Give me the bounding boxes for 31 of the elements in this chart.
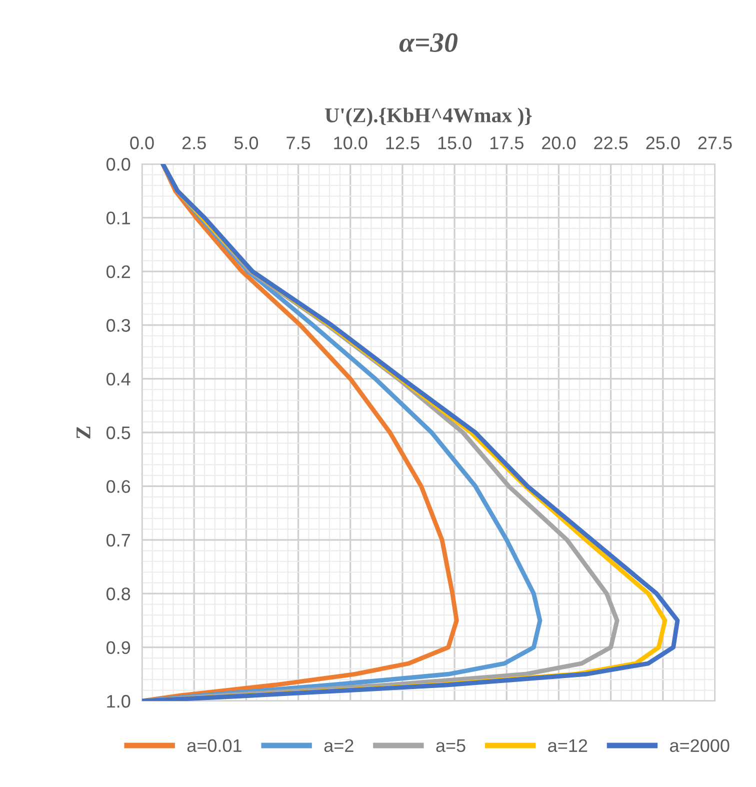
y-tick-label: 0.2 — [106, 265, 130, 278]
x-axis-title: U'(Z).{KbH^4Wmax )} — [325, 108, 532, 127]
x-tick-label: 5.0 — [234, 136, 258, 150]
legend-label: a=5 — [436, 739, 466, 752]
y-axis-title: Z — [76, 426, 90, 438]
y-tick-label: 0.8 — [106, 588, 130, 600]
y-tick-label: 0.0 — [106, 158, 130, 171]
x-tick-label: 10.0 — [334, 136, 368, 150]
y-tick-label: 0.6 — [106, 480, 130, 493]
x-tick-label: 7.5 — [286, 136, 310, 150]
x-tick-label: 0.0 — [130, 136, 154, 150]
x-tick-label: 2.5 — [182, 136, 206, 150]
chart-title: α=30 — [399, 33, 458, 52]
y-tick-label: 1.0 — [107, 694, 130, 708]
y-tick-label: 0.3 — [106, 319, 130, 332]
x-tick-label: 22.5 — [594, 136, 628, 150]
y-tick-label: 0.1 — [106, 212, 130, 224]
x-tick-label: 20.0 — [542, 136, 576, 150]
x-tick-label: 12.5 — [386, 136, 420, 150]
x-tick-label: 25.0 — [646, 136, 680, 150]
y-tick-label: 0.4 — [106, 372, 130, 386]
legend-label: a=2 — [324, 739, 354, 752]
y-tick-label: 0.5 — [106, 426, 130, 440]
y-tick-label: 0.9 — [106, 641, 130, 654]
x-tick-label: 17.5 — [490, 136, 524, 150]
x-tick-label: 15.0 — [438, 136, 472, 150]
legend-label: a=0.01 — [187, 739, 242, 752]
x-tick-label: 27.5 — [698, 136, 732, 150]
y-tick-label: 0.7 — [106, 534, 130, 547]
legend-label: a=2000 — [670, 739, 730, 752]
legend-label: a=12 — [548, 739, 588, 752]
